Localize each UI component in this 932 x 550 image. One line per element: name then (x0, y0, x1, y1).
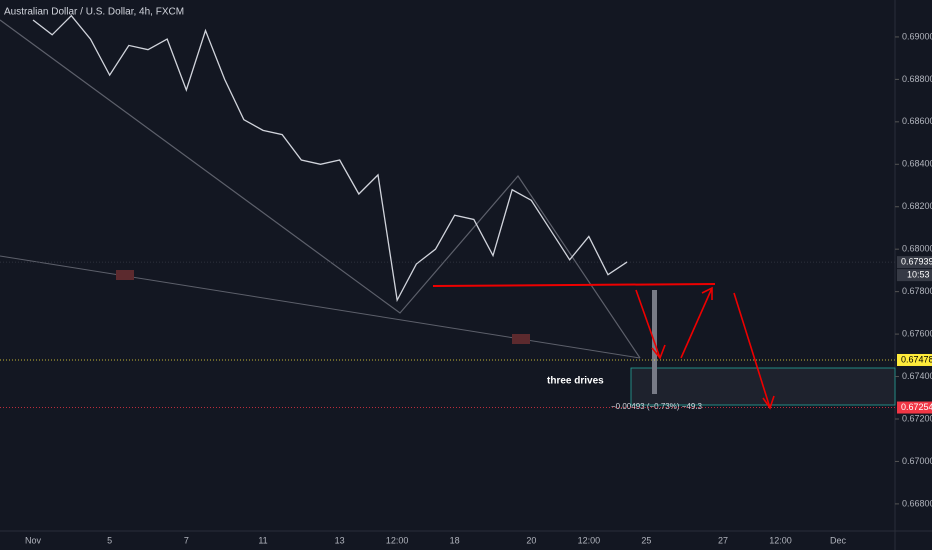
price-marker-label: 0.67254 (901, 402, 932, 412)
countdown: 10:53 (907, 270, 930, 280)
x-tick-label: 27 (718, 535, 728, 545)
countdown-box (897, 269, 932, 282)
x-tick-label: 12:00 (386, 535, 409, 545)
x-tick-label: 13 (335, 535, 345, 545)
y-tick-label: 0.68000 (902, 244, 932, 254)
x-tick-label: 12:00 (769, 535, 792, 545)
chart-title: Australian Dollar / U.S. Dollar, 4h, FXC… (4, 7, 184, 18)
drawing-label (116, 270, 134, 280)
price-marker-box (897, 353, 932, 366)
arrows (635, 286, 775, 410)
price-marker-label: 0.67478 (901, 354, 932, 364)
drawing-label (512, 334, 530, 344)
y-tick-label: 0.66800 (902, 498, 932, 508)
y-tick-label: 0.68400 (902, 159, 932, 169)
y-tick-label: 0.68800 (902, 74, 932, 84)
y-tick-label: 0.67200 (902, 413, 932, 423)
x-tick-label: 12:00 (578, 535, 601, 545)
price-marker-box (897, 401, 932, 414)
price-marker-box (897, 256, 932, 269)
x-tick-label: Dec (830, 535, 847, 545)
y-tick-label: 0.67400 (902, 371, 932, 381)
trend-line (0, 255, 641, 359)
y-tick-label: 0.67600 (902, 328, 932, 338)
price-line (32, 14, 628, 303)
x-tick-label: 11 (258, 535, 267, 545)
y-tick-label: 0.68200 (902, 201, 932, 211)
pattern-line (0, 19, 641, 359)
x-tick-label: 18 (450, 535, 460, 545)
x-tick-label: 25 (641, 535, 651, 545)
neckline (432, 283, 716, 287)
x-tick-label: 5 (107, 535, 112, 545)
y-tick-label: 0.69000 (902, 31, 932, 41)
y-tick-label: 0.67000 (902, 456, 932, 466)
price-marker-label: 0.67939 (901, 257, 932, 267)
x-tick-label: 7 (184, 535, 189, 545)
annotation: three drives (547, 376, 604, 387)
y-tick-label: 0.67800 (902, 286, 932, 296)
x-tick-label: Nov (25, 535, 42, 545)
annotation: −0.00493 (−0.73%) −49.3 (611, 402, 703, 411)
y-tick-label: 0.68600 (902, 116, 932, 126)
x-tick-label: 20 (526, 535, 536, 545)
